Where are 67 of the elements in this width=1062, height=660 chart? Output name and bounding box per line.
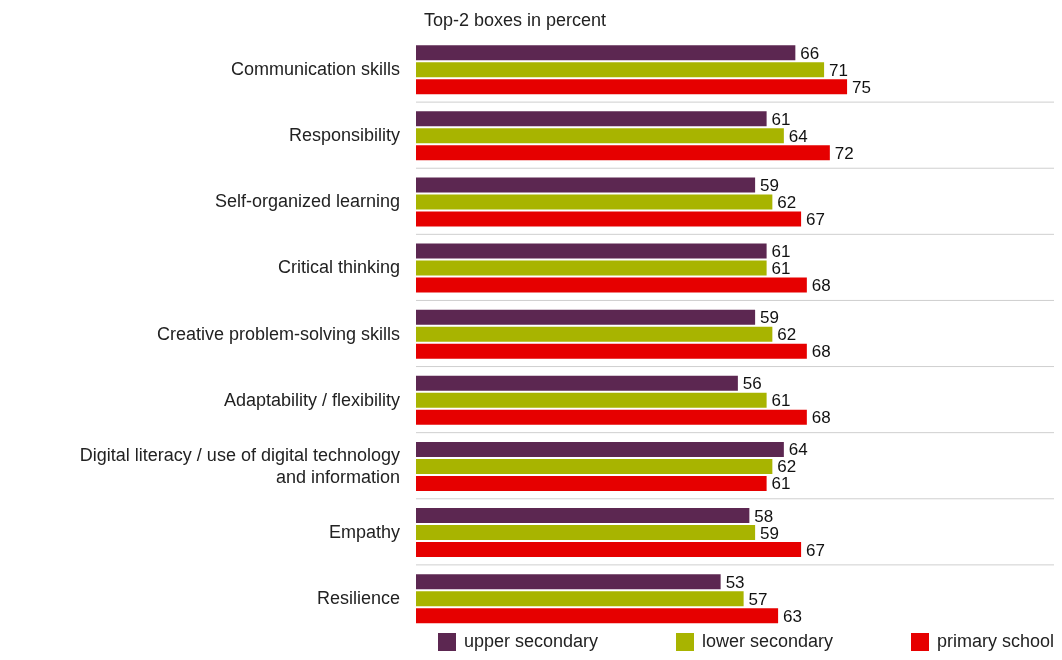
- legend-label: upper secondary: [463, 631, 599, 652]
- data-label: 68: [811, 342, 831, 362]
- bar: [416, 409, 807, 425]
- bar: [416, 458, 773, 474]
- bar: [416, 62, 825, 78]
- data-label: 68: [811, 276, 831, 296]
- bar: [416, 475, 767, 491]
- y-tick-label: Adaptability / flexibility: [223, 389, 400, 410]
- bar: [416, 525, 756, 541]
- y-tick-label: Empathy: [328, 521, 400, 542]
- data-label: 66: [800, 43, 820, 63]
- bar: [416, 128, 784, 144]
- bar: [416, 243, 767, 259]
- data-label: 72: [834, 143, 854, 163]
- data-label: 61: [771, 109, 791, 129]
- bar: [416, 45, 796, 61]
- bar: [416, 508, 750, 524]
- data-label: 62: [777, 457, 797, 477]
- chart-title: Top-2 boxes in percent: [424, 10, 607, 31]
- y-tick-label: Creative problem-solving skills: [156, 323, 400, 344]
- y-tick-label: Self-organized learning: [214, 191, 400, 212]
- legend-label: lower secondary: [701, 631, 834, 652]
- data-label: 61: [771, 474, 791, 494]
- bar: [416, 194, 773, 210]
- bar: [416, 111, 767, 127]
- bar: [416, 574, 721, 590]
- data-label: 75: [852, 77, 871, 97]
- bar: [416, 375, 738, 391]
- bar: [416, 309, 756, 325]
- bar: [416, 260, 767, 276]
- bar: [416, 392, 767, 408]
- legend-label: primary school: [935, 631, 1054, 652]
- data-label: 71: [829, 60, 849, 80]
- bar: [416, 145, 830, 161]
- data-label: 64: [788, 440, 808, 460]
- bar: [416, 79, 848, 95]
- data-label: 61: [771, 242, 791, 262]
- bar: [416, 277, 807, 293]
- data-label: 53: [725, 572, 745, 592]
- data-label: 64: [788, 126, 808, 146]
- data-label: 62: [777, 325, 797, 345]
- bar: [416, 177, 756, 193]
- data-label: 58: [754, 506, 774, 526]
- bar: [416, 211, 802, 227]
- data-label: 68: [811, 408, 831, 428]
- data-label: 56: [742, 374, 762, 394]
- y-tick-label: Resilience: [316, 587, 400, 608]
- data-label: 59: [760, 176, 780, 196]
- y-tick-label: Responsibility: [288, 125, 400, 146]
- data-label: 57: [748, 589, 768, 609]
- bar: [416, 441, 784, 457]
- data-label: 62: [777, 193, 797, 213]
- data-label: 67: [806, 540, 826, 560]
- y-tick-label: Critical thinking: [277, 257, 400, 278]
- data-label: 59: [760, 308, 780, 328]
- y-tick-label: Communication skills: [230, 59, 400, 80]
- data-label: 59: [760, 523, 780, 543]
- data-label: 61: [771, 391, 791, 411]
- data-label: 67: [806, 210, 826, 230]
- data-label: 63: [783, 606, 803, 626]
- bar: [416, 326, 773, 342]
- y-tick-label: Digital literacy / use of digital technology and information: [79, 444, 400, 487]
- bar: [416, 343, 807, 359]
- data-label: 61: [771, 259, 791, 279]
- bar: [416, 591, 744, 607]
- bar: [416, 608, 779, 624]
- bar: [416, 542, 802, 558]
